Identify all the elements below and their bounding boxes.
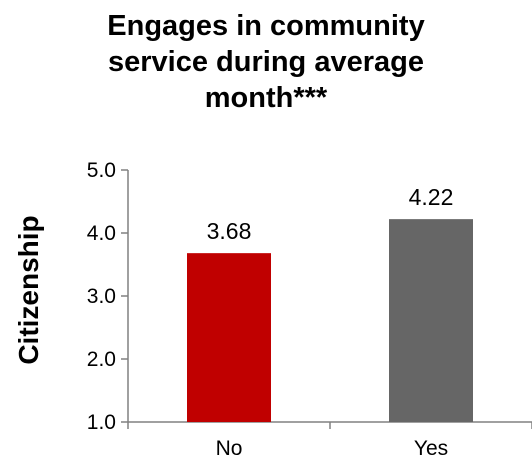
data-label-no: 3.68 xyxy=(207,218,252,244)
bar-no xyxy=(187,253,271,422)
y-tick-label: 2.0 xyxy=(87,348,116,371)
x-tick-label-yes: Yes xyxy=(414,437,448,460)
chart-title: Engages in community service during aver… xyxy=(60,8,472,116)
chart-title-line-3: month*** xyxy=(204,82,328,114)
y-tick-label: 1.0 xyxy=(87,411,116,434)
data-label-yes: 4.22 xyxy=(409,184,454,210)
y-tick-label: 4.0 xyxy=(87,222,116,245)
y-tick-label: 5.0 xyxy=(87,159,116,182)
y-tick-label: 3.0 xyxy=(87,285,116,308)
chart-title-line-2: service during average xyxy=(108,46,424,78)
chart-title-line-1: Engages in community xyxy=(107,10,425,42)
bar-yes xyxy=(389,219,473,422)
x-tick-label-no: No xyxy=(216,437,243,460)
